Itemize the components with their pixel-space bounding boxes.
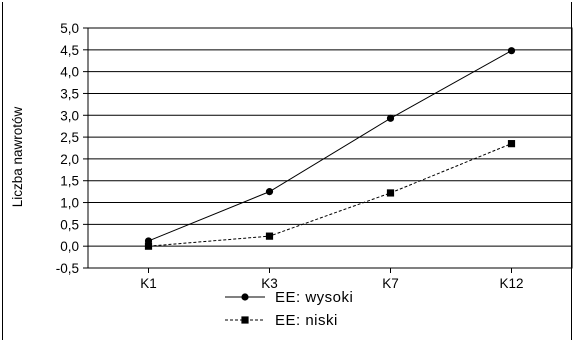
legend-label: EE: wysoki [275,289,353,306]
y-tick-label: 1,5 [60,174,79,189]
data-point [386,114,395,122]
series-line [148,50,512,242]
data-point [507,140,516,148]
series-layer [144,47,516,250]
data-point [507,47,516,55]
y-tick-label: 3,0 [60,108,79,123]
series-line [148,143,512,247]
plot-area [87,27,573,269]
gridlines [88,27,572,269]
y-tick-label: 4,0 [60,65,79,80]
y-tick-label: 1,0 [60,196,79,211]
x-tick-label: K7 [382,276,399,291]
y-tick-label: 2,5 [60,130,79,145]
y-tick-label: 2,0 [60,152,79,167]
legend: EE: wysoki EE: niski [225,289,353,329]
y-tick-label: 0,5 [60,217,79,232]
data-point [386,189,395,197]
y-tick-label: 4,5 [60,43,79,58]
y-tick-label: -0,5 [56,261,79,276]
y-axis-ticks: -0,5 0,0 0,5 1,0 1,5 2,0 2,5 3,0 3,5 4,0 4,5 5,0 [56,21,88,276]
legend-marker [241,316,249,324]
x-tick-label: K1 [140,276,157,291]
data-point [265,232,274,240]
x-axis-ticks: K1 K3 K7 K12 [140,268,524,291]
legend-item: EE: niski [225,312,338,329]
y-tick-label: 3,5 [60,86,79,101]
x-tick-label: K12 [499,276,523,291]
data-point [265,188,274,196]
y-tick-label: 0,0 [60,239,79,254]
legend-label: EE: niski [275,312,338,329]
y-axis-label: Liczba nawrotów [10,106,25,207]
y-tick-label: 5,0 [60,21,79,36]
series-2 [144,140,516,250]
legend-item: EE: wysoki [225,289,353,306]
x-tick-label: K3 [261,276,278,291]
data-point [144,242,153,250]
legend-marker [241,293,249,301]
